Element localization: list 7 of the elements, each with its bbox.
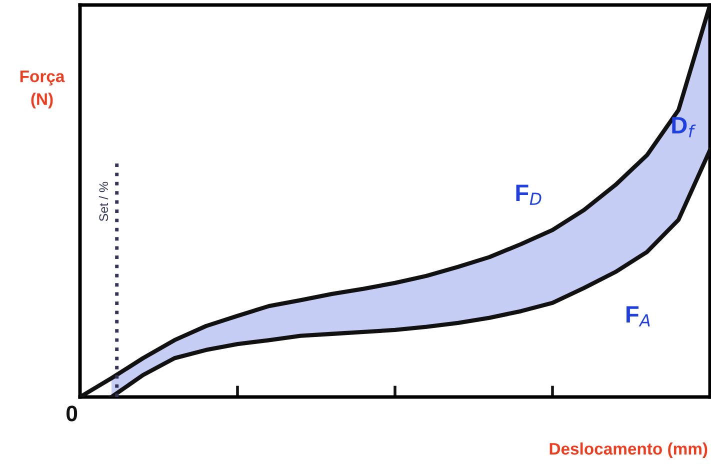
series-label: F$_{A}$ [626,306,650,326]
y-axis-title: Força (N) [20,70,65,108]
annotation: D$_{f}$ [672,117,696,138]
annotation: Set / % [98,182,108,222]
series-label: F$_{D}$ [516,184,542,205]
x-axis-title: Deslocamento (mm) [550,442,708,458]
text: 0 [66,406,78,422]
